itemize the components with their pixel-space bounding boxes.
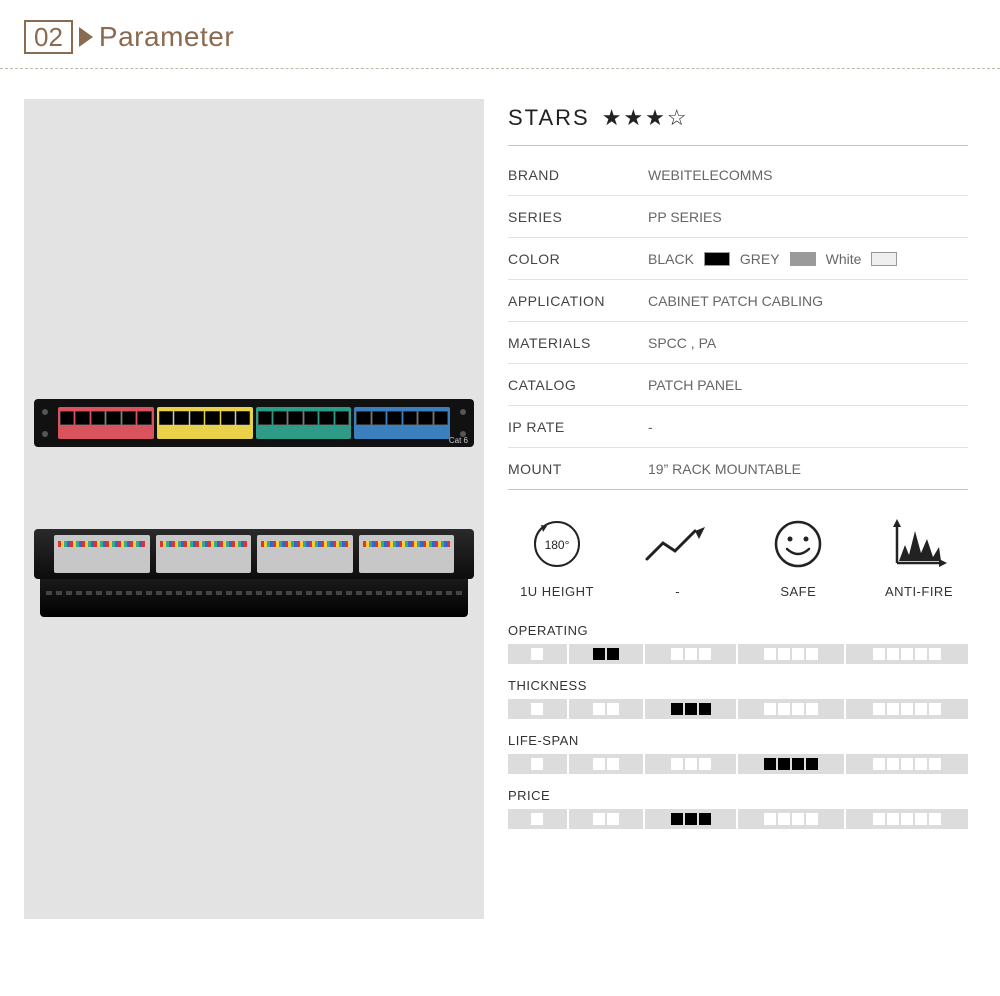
panel-model-label: Cat 6 bbox=[449, 436, 468, 445]
feature-trend: - bbox=[633, 512, 723, 599]
section-header: 02 Parameter bbox=[0, 0, 1000, 54]
product-image-pane: Cat 6 bbox=[24, 99, 484, 919]
rating-thickness: THICKNESS bbox=[508, 678, 968, 719]
color-options: BLACKGREYWhite bbox=[648, 251, 968, 267]
section-number: 02 bbox=[24, 20, 73, 54]
spec-row-materials: MATERIALS SPCC , PA bbox=[508, 322, 968, 364]
spec-table: BRAND WEBITELECOMMS SERIES PP SERIES COL… bbox=[508, 154, 968, 490]
patch-panel-front: Cat 6 bbox=[34, 399, 474, 447]
color-swatch bbox=[704, 252, 730, 266]
spec-row-brand: BRAND WEBITELECOMMS bbox=[508, 154, 968, 196]
spec-row-mount: MOUNT 19” RACK MOUNTABLE bbox=[508, 448, 968, 490]
stars-row: STARS ★★★☆ bbox=[508, 99, 968, 146]
svg-text:180°: 180° bbox=[545, 538, 570, 552]
spec-column: STARS ★★★☆ BRAND WEBITELECOMMS SERIES PP… bbox=[508, 99, 976, 919]
smile-icon bbox=[753, 512, 843, 576]
main-content: Cat 6 STARS ★★★☆ BRAND WEBITELECOMMS SER… bbox=[0, 69, 1000, 919]
arrow-icon bbox=[79, 27, 93, 47]
spec-row-catalog: CATALOG PATCH PANEL bbox=[508, 364, 968, 406]
feature-safe: SAFE bbox=[753, 512, 843, 599]
patch-panel-rear bbox=[34, 529, 474, 619]
rating-price: PRICE bbox=[508, 788, 968, 829]
stars-value: ★★★☆ bbox=[602, 105, 689, 131]
feature-anti-fire: ANTI-FIRE bbox=[874, 512, 964, 599]
color-swatch bbox=[871, 252, 897, 266]
stars-label: STARS bbox=[508, 105, 590, 131]
rotate-180-icon: 180° bbox=[512, 512, 602, 576]
spec-row-series: SERIES PP SERIES bbox=[508, 196, 968, 238]
ratings-section: OPERATING THICKNESS LIFE-SPAN PRICE bbox=[508, 623, 968, 829]
spec-row-application: APPLICATION CABINET PATCH CABLING bbox=[508, 280, 968, 322]
color-swatch bbox=[790, 252, 816, 266]
spec-row-color: COLOR BLACKGREYWhite bbox=[508, 238, 968, 280]
trend-up-icon bbox=[633, 512, 723, 576]
section-title: Parameter bbox=[99, 21, 234, 53]
fire-chart-icon bbox=[874, 512, 964, 576]
feature-icons: 180° 1U HEIGHT - bbox=[508, 512, 968, 599]
spec-row-ip-rate: IP RATE - bbox=[508, 406, 968, 448]
rating-operating: OPERATING bbox=[508, 623, 968, 664]
rating-life-span: LIFE-SPAN bbox=[508, 733, 968, 774]
feature-1u-height: 180° 1U HEIGHT bbox=[512, 512, 602, 599]
